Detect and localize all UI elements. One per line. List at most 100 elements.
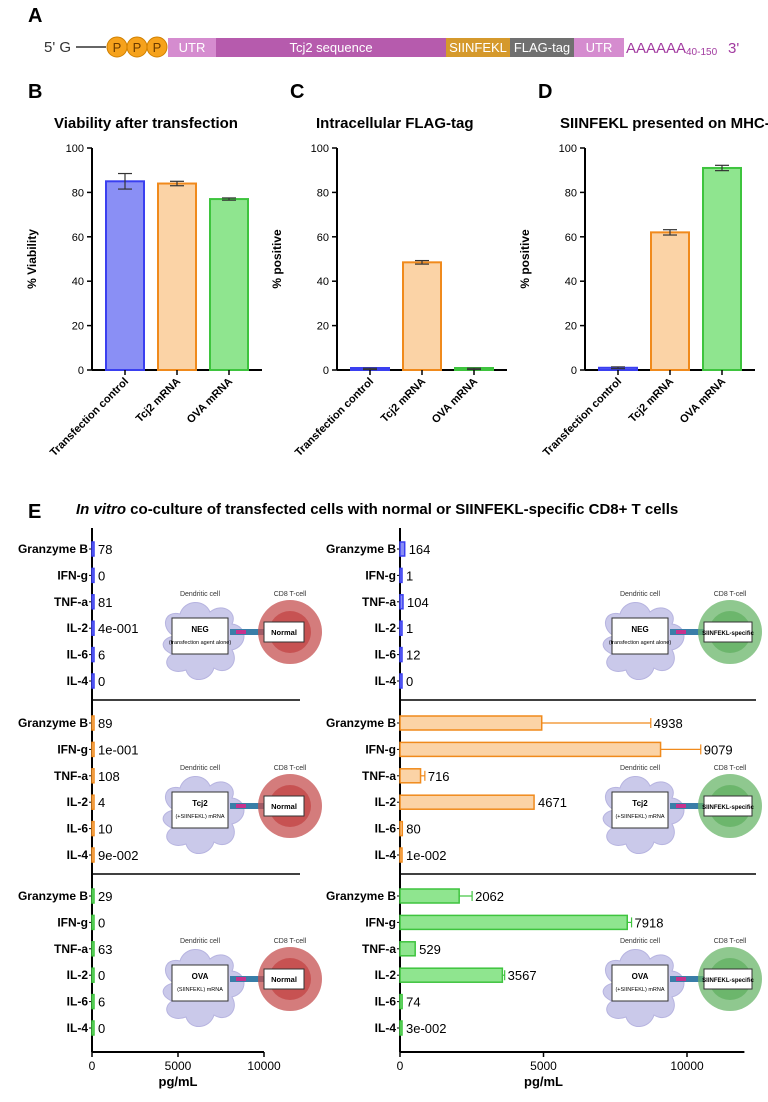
- bar-ova-mrna: [209, 198, 249, 371]
- cytokine-label: Granzyme B: [326, 716, 396, 730]
- cytokine-bar: [399, 646, 403, 663]
- value-label: 1e-001: [98, 742, 138, 757]
- peptide-marker: [676, 804, 686, 808]
- coculture-diagram: Dendritic cell NEG (transfection agent alo…: [602, 591, 762, 680]
- mhc-tcr-complex: [230, 803, 264, 809]
- panel-b-chart: 0 20 40 60 80 100 % Viability Transfection cont…: [25, 143, 262, 459]
- x-axis-label: pg/mL: [159, 1074, 198, 1089]
- cytokine-group-2: Granzyme B 89 IFN-g 1e-001 TNF-a 108 IL-2 4 IL-6…: [18, 715, 322, 863]
- transfection-box-subtitle: (SIINFEKL) mRNA: [177, 987, 223, 993]
- cap-p-circle-3: [146, 36, 168, 58]
- cytokine-bar: [399, 847, 403, 863]
- y-tick-label: 60: [565, 232, 577, 244]
- t-cell-label-box: [703, 795, 753, 817]
- transfection-box: [611, 791, 669, 829]
- cytokine-bar: [399, 567, 403, 584]
- y-tick-label: 100: [311, 143, 329, 155]
- panel-d-chart: 0 20 40 60 80 100 % positive Transfection contr…: [518, 143, 755, 459]
- cytokine-label: Granzyme B: [18, 716, 88, 730]
- x-tick-label: 10000: [670, 1059, 704, 1073]
- x-tick-label: Transfection control: [541, 376, 624, 459]
- value-label: 0: [98, 674, 105, 689]
- y-tick-label: 100: [66, 143, 84, 155]
- dendritic-cell-title: Dendritic cell: [180, 765, 221, 772]
- value-label: 1: [406, 568, 413, 583]
- cytokine-bar: [91, 820, 95, 837]
- mhc-tcr-complex: [230, 629, 264, 635]
- transfection-box: [171, 791, 229, 829]
- x-tick-label: 0: [89, 1059, 96, 1073]
- construct-segment-1: [168, 38, 216, 57]
- cytokine-group-3: Granzyme B 29 IFN-g 0 TNF-a 63 IL-2 0 IL-6 6 IL-4 0…: [18, 888, 322, 1036]
- polya-length-label: 40-150: [686, 47, 718, 58]
- transfection-box: [171, 617, 229, 655]
- dendritic-cell-title: Dendritic cell: [620, 591, 661, 598]
- coculture-diagram: Dendritic cell OVA (SIINFEKL) mRNA CD8 T-ce…: [162, 938, 322, 1027]
- cytokine-bar: [91, 993, 95, 1010]
- dendritic-cell-title: Dendritic cell: [620, 938, 661, 945]
- mhc-tcr-complex: [670, 803, 704, 809]
- bar-tcj2-mrna: [650, 231, 690, 371]
- x-tick-label: 5000: [165, 1059, 192, 1073]
- x-tick-label: Tcj2 mRNA: [134, 376, 183, 425]
- x-tick-label: 0: [397, 1059, 404, 1073]
- five-prime-label: 5' G: [44, 39, 71, 56]
- cytokine-bar: [399, 967, 504, 983]
- value-label: 81: [98, 595, 112, 610]
- bar-tcj2-mrna: [157, 182, 197, 371]
- x-tick-label: Tcj2 mRNA: [627, 376, 676, 425]
- value-label: 0: [98, 1021, 105, 1036]
- value-label: 4671: [538, 795, 567, 810]
- cytokine-bar: [91, 673, 95, 689]
- x-tick-label: Transfection control: [293, 376, 376, 459]
- cytokine-label: IL-2: [375, 795, 397, 809]
- dendritic-cell-title: Dendritic cell: [180, 591, 221, 598]
- transfection-box: [611, 617, 669, 655]
- y-tick-label: 40: [317, 276, 329, 288]
- peptide-marker: [236, 804, 246, 808]
- construct-segment-label-1: UTR: [179, 40, 206, 55]
- mhc-tcr-complex: [230, 976, 264, 982]
- cytokine-bar: [91, 941, 95, 957]
- t-cell-title: CD8 T-cell: [714, 938, 747, 945]
- value-label: 12: [406, 648, 420, 663]
- x-tick-label: Transfection control: [48, 376, 131, 459]
- t-cell-label-box: [703, 621, 753, 643]
- cytokine-label: IL-6: [67, 648, 89, 662]
- panel-e-title: In vitro co-culture of transfected cells…: [76, 501, 678, 518]
- cytokine-group-1: Granzyme B 78 IFN-g 0 TNF-a 81 IL-2 4e-001 IL-6 6…: [18, 541, 322, 689]
- value-label: 2062: [475, 889, 504, 904]
- cytokine-label: TNF-a: [54, 942, 88, 956]
- cytokine-bar: [399, 768, 422, 784]
- x-tick-label: 5000: [530, 1059, 557, 1073]
- value-label: 9e-002: [98, 848, 138, 863]
- cytokine-bar: [91, 567, 95, 584]
- value-label: 164: [409, 542, 431, 557]
- t-cell-title: CD8 T-cell: [714, 765, 747, 772]
- cytokine-bar: [91, 594, 95, 610]
- transfection-box: [171, 964, 229, 1002]
- three-prime-label: 3': [728, 40, 739, 57]
- peptide-marker: [236, 977, 246, 981]
- construct-segment-label-3: SIINFEKL: [449, 40, 507, 55]
- transfection-box-title: Tcj2: [632, 799, 648, 808]
- cytokine-bar: [399, 741, 662, 758]
- cytokine-bar: [91, 541, 95, 557]
- value-label: 1e-002: [406, 848, 446, 863]
- construct-segment-label-5: UTR: [586, 40, 613, 55]
- y-tick-label: 0: [78, 365, 84, 377]
- cytokine-bar: [91, 847, 95, 863]
- t-cell-label: Normal: [271, 802, 297, 811]
- cytokine-bar: [91, 620, 95, 636]
- value-label: 3567: [508, 968, 537, 983]
- construct-segment-2: [216, 38, 446, 57]
- cytokine-bar: [399, 888, 460, 904]
- transfection-box-title: Tcj2: [192, 799, 208, 808]
- transfection-box-subtitle: (transfection agent alone): [609, 640, 672, 646]
- value-label: 6: [98, 995, 105, 1010]
- cytokine-label: Granzyme B: [326, 542, 396, 556]
- value-label: 9079: [704, 742, 733, 757]
- transfection-box-title: NEG: [631, 625, 648, 634]
